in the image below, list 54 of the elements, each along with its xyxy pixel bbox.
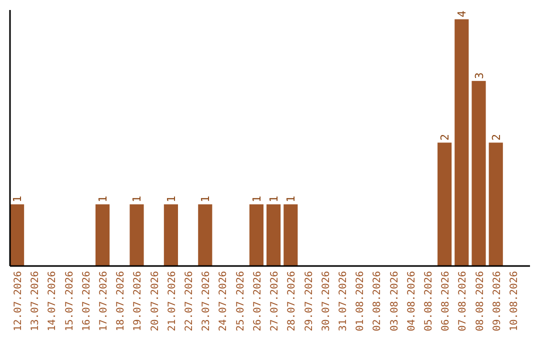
x-tick-label: 27.07.2026 [270, 271, 281, 332]
data-label: 1 [199, 196, 212, 202]
x-tick-label: 08.08.2026 [474, 271, 486, 332]
x-tick-label: 29.07.2026 [304, 271, 315, 332]
x-tick-label: 01.08.2026 [355, 271, 366, 332]
x-tick-label: 17.07.2026 [98, 271, 110, 332]
bar [130, 204, 144, 266]
x-tick-label: 06.08.2026 [440, 271, 452, 332]
data-label: 4 [456, 10, 469, 18]
bar [164, 204, 178, 266]
data-label: 2 [490, 134, 503, 141]
x-tick-label: 04.08.2026 [406, 271, 418, 332]
bar [10, 204, 24, 266]
bar [472, 80, 486, 266]
bar [266, 204, 281, 266]
x-tick-label: 25.07.2026 [235, 271, 246, 332]
x-tick-label: 18.07.2026 [116, 271, 127, 332]
bar [454, 19, 469, 266]
x-tick-label: 03.08.2026 [389, 271, 400, 332]
x-tick-label: 24.07.2026 [218, 271, 230, 332]
data-label: 3 [472, 72, 486, 79]
data-label: 1 [11, 196, 24, 202]
x-tick-label: 14.07.2026 [47, 271, 58, 332]
bar [96, 204, 110, 266]
x-tick-label: 13.07.2026 [30, 271, 42, 332]
bar [284, 204, 298, 266]
x-tick-label: 09.08.2026 [492, 271, 503, 332]
x-tick-label: 30.07.2026 [320, 271, 332, 332]
x-tick-label: 12.07.2026 [13, 271, 24, 332]
data-label: 1 [130, 196, 144, 202]
bar [488, 142, 503, 266]
x-tick-label: 21.07.2026 [166, 271, 178, 332]
x-tick-label: 07.08.2026 [458, 271, 469, 332]
x-tick-label: 10.08.2026 [508, 271, 520, 332]
data-label: 2 [438, 134, 452, 141]
data-label: 1 [284, 196, 298, 202]
bar [438, 142, 452, 266]
x-tick-label: 02.08.2026 [372, 271, 384, 332]
x-tick-label: 16.07.2026 [81, 271, 92, 332]
x-tick-label: 19.07.2026 [132, 271, 144, 332]
data-label: 1 [268, 196, 281, 202]
x-tick-label: 22.07.2026 [184, 271, 196, 332]
data-label: 1 [96, 196, 110, 202]
x-tick-label: 31.07.2026 [338, 271, 349, 332]
x-tick-label: 15.07.2026 [64, 271, 76, 332]
data-label: 1 [250, 196, 264, 202]
x-tick-label: 26.07.2026 [252, 271, 264, 332]
x-tick-label: 05.08.2026 [423, 271, 434, 332]
x-tick-label: 28.07.2026 [286, 271, 298, 332]
x-tick-label: 23.07.2026 [201, 271, 212, 332]
data-label: 1 [164, 196, 178, 202]
x-tick-label: 20.07.2026 [150, 271, 161, 332]
bar [249, 204, 264, 266]
bar [198, 204, 212, 266]
